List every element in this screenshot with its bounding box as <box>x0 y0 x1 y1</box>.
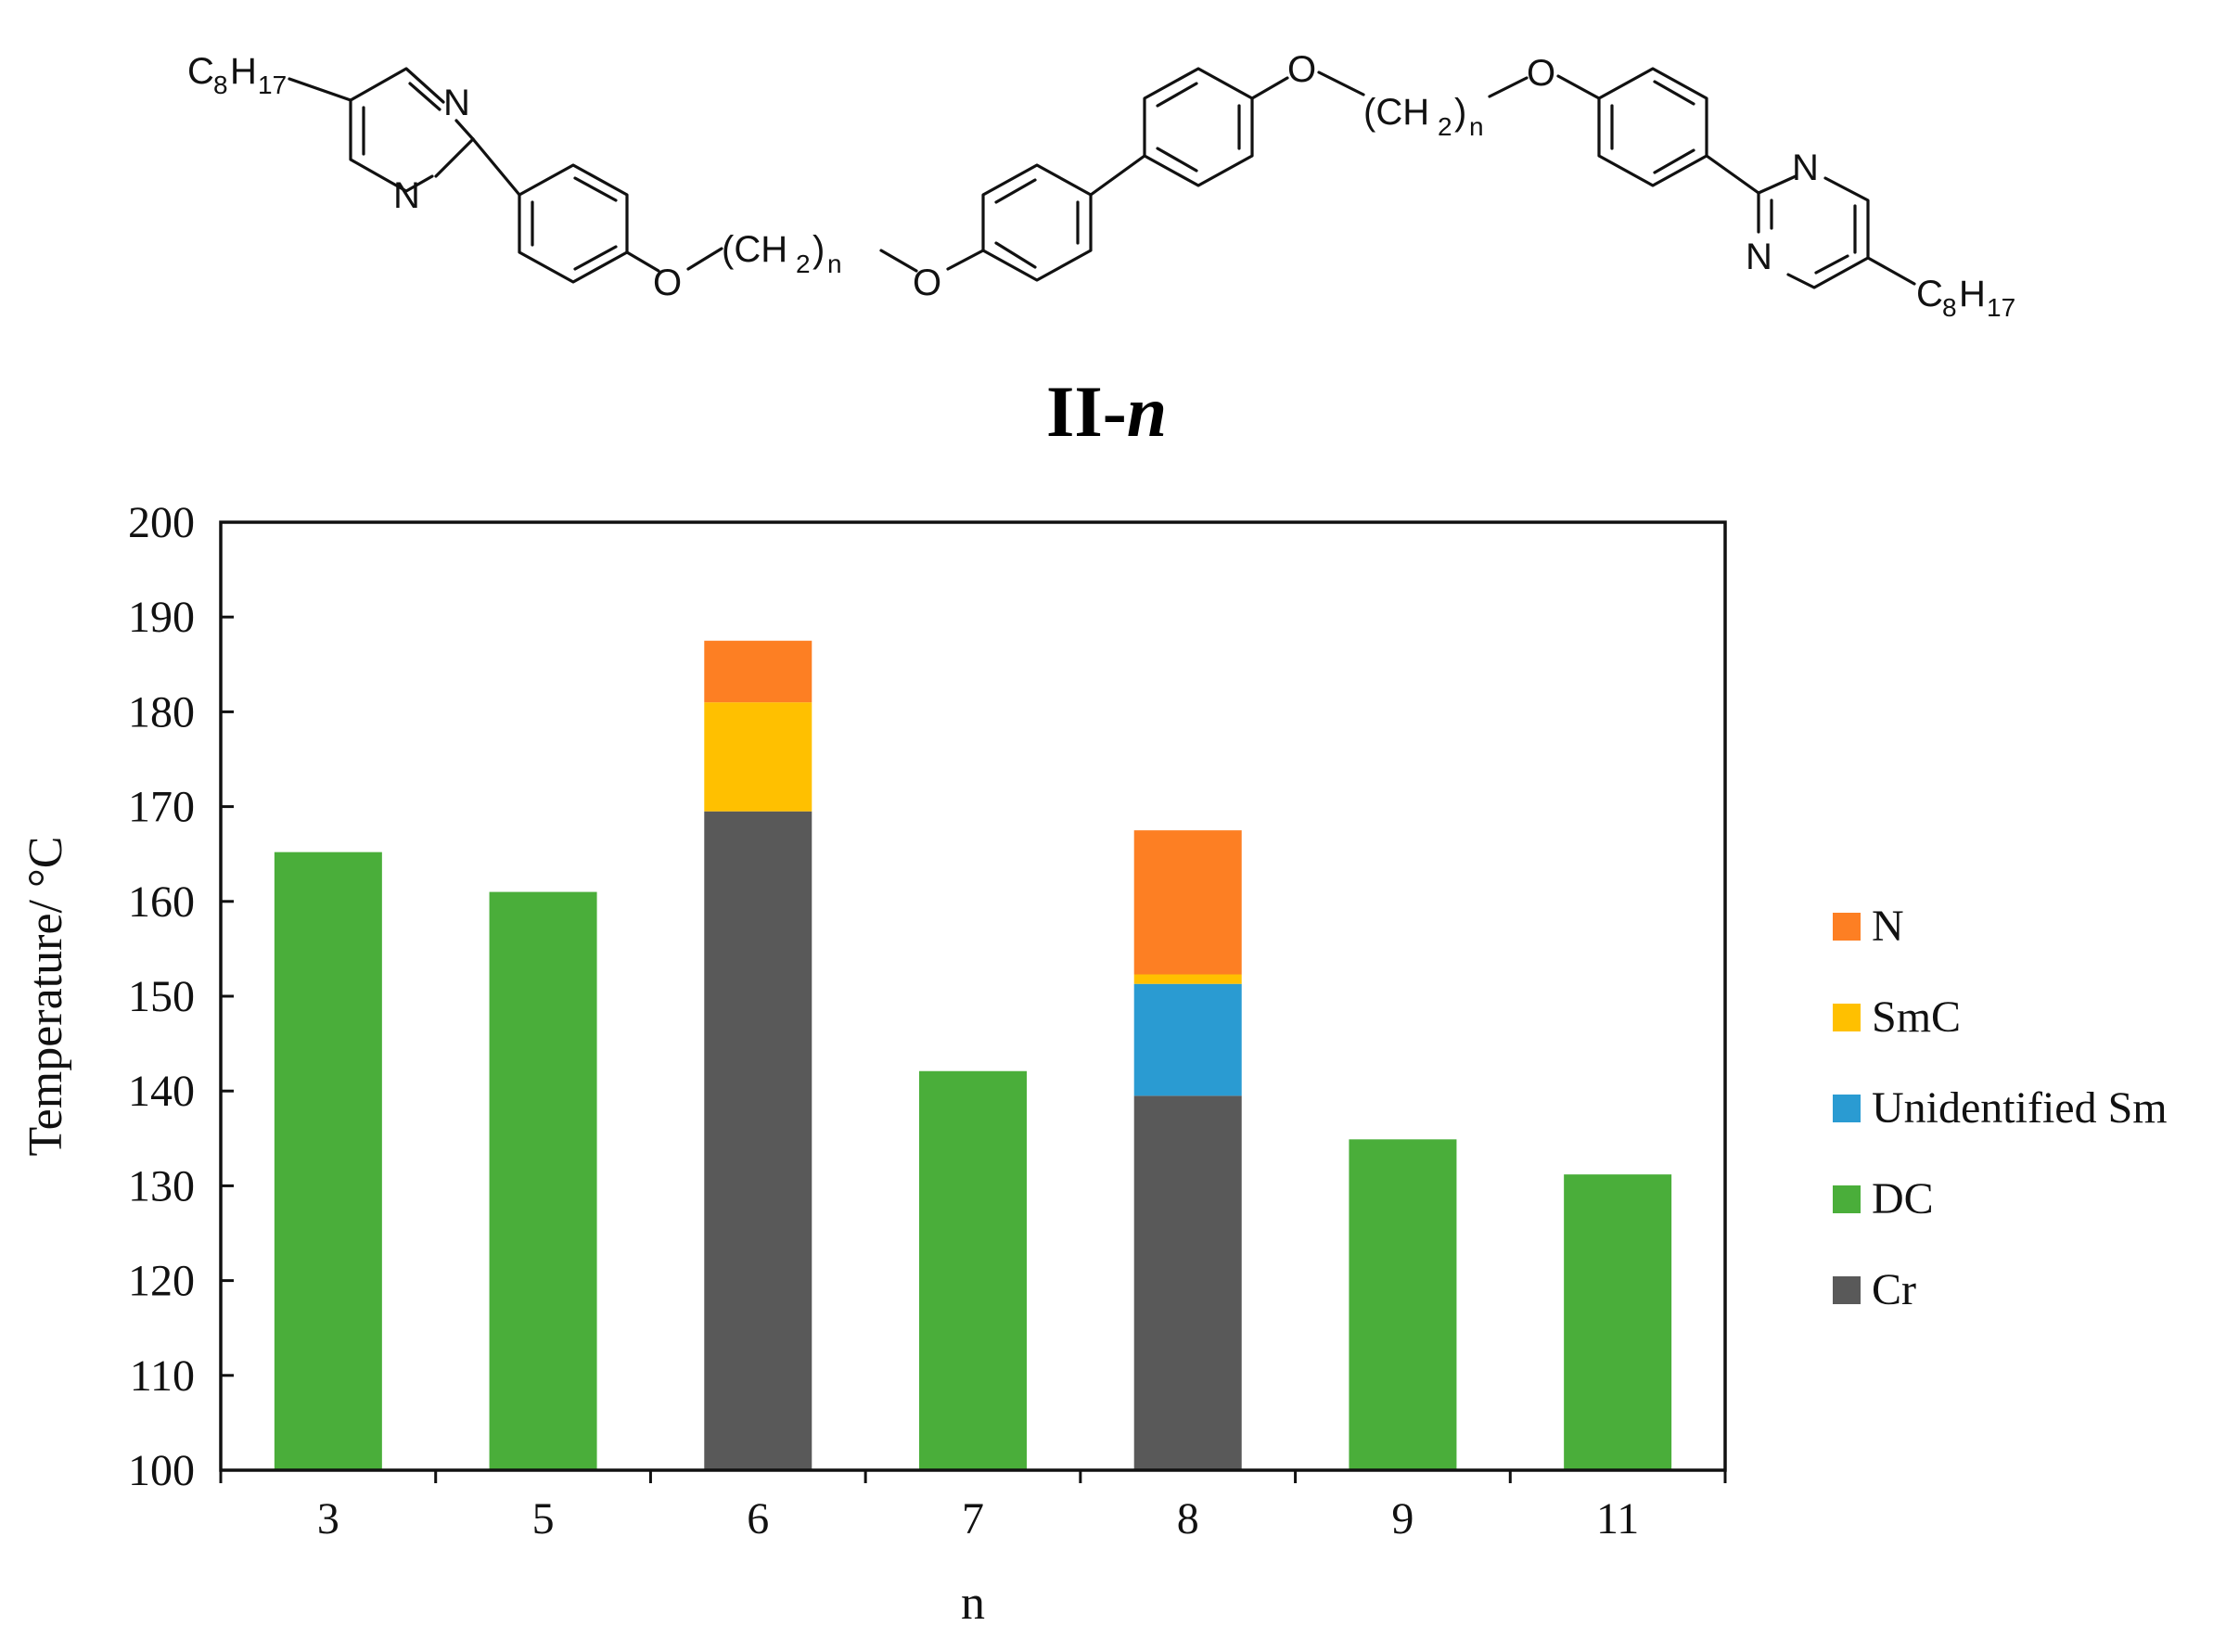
svg-text:n: n <box>827 250 842 278</box>
legend-swatch-n <box>1833 913 1861 941</box>
left-alkyl-c: C <box>187 51 214 92</box>
svg-text:8: 8 <box>1942 293 1957 322</box>
bar-dc-n3 <box>274 852 382 1470</box>
y-tick-label: 190 <box>128 593 195 642</box>
legend-swatch-cr <box>1833 1276 1861 1304</box>
bar-smc-n8 <box>1133 974 1242 984</box>
svg-text:17: 17 <box>258 70 287 99</box>
svg-text:17: 17 <box>1987 293 2015 322</box>
bar-dc-n5 <box>489 891 597 1470</box>
y-tick-label: 160 <box>128 877 195 927</box>
right-spacer-label: (CH 2 ) n <box>1363 92 1484 141</box>
y-tick-label: 170 <box>128 783 195 832</box>
bar-unidentified-sm-n8 <box>1133 983 1242 1096</box>
legend-swatch-dc <box>1833 1185 1861 1213</box>
x-tick-label: 11 <box>1596 1494 1639 1543</box>
bar-smc-n6 <box>704 702 812 812</box>
left-benzene-ring <box>518 163 629 284</box>
bar-cr-n6 <box>704 811 812 1470</box>
bar-cr-n8 <box>1133 1095 1242 1470</box>
svg-text:8: 8 <box>213 70 228 99</box>
y-tick-label: 140 <box>128 1067 195 1116</box>
y-tick-label: 120 <box>128 1257 195 1306</box>
left-ring-n-bottom: N <box>393 175 420 216</box>
left-ring-n-top: N <box>443 83 470 123</box>
legend-label-smc: SmC <box>1872 992 1961 1042</box>
legend-swatch-smc <box>1833 1004 1861 1031</box>
x-tick-label: 3 <box>317 1494 339 1543</box>
right-benzene-ring <box>1597 67 1708 187</box>
svg-text:C: C <box>1916 274 1943 314</box>
bars <box>274 640 1672 1470</box>
y-tick-label: 130 <box>128 1161 195 1210</box>
right-ring-n-bottom: N <box>1746 237 1772 277</box>
svg-text:H: H <box>230 51 257 92</box>
bar-dc-n11 <box>1564 1174 1672 1470</box>
right-alkyl-label: C 8 H 17 <box>1916 274 2015 322</box>
left-ether-o: O <box>653 263 682 303</box>
svg-text:2: 2 <box>1438 112 1452 141</box>
bar-n-n8 <box>1133 830 1242 975</box>
right-ether-o2: O <box>1527 53 1555 94</box>
x-tick-label: 5 <box>532 1494 555 1543</box>
svg-text:(CH: (CH <box>722 229 787 270</box>
y-tick-label: 200 <box>128 498 195 547</box>
chart: 100 110 120 130 140 150 160 170 180 190 200 3 5 6 7 8 9… <box>19 498 2168 1630</box>
y-axis-title: Temperature/ °C <box>19 837 72 1157</box>
x-tick-label: 8 <box>1177 1494 1199 1543</box>
svg-text:H: H <box>1959 274 1986 314</box>
y-tick-label: 110 <box>130 1351 195 1401</box>
left-alkyl-bond <box>288 77 352 102</box>
legend-label-n: N <box>1872 902 1904 951</box>
svg-text:n: n <box>1469 112 1484 141</box>
chemical-structure: C 8 H 17 N N O (CH 2 <box>187 49 2015 452</box>
svg-text:2: 2 <box>796 250 811 278</box>
legend: N SmC Unidentified Sm DC Cr <box>1833 902 2168 1314</box>
bar-dc-n7 <box>919 1070 1027 1470</box>
y-tick-label: 150 <box>128 972 195 1021</box>
right-pyrimidine-ring: N N <box>1746 147 1870 289</box>
x-tick-label: 6 <box>747 1494 769 1543</box>
legend-label-dc: DC <box>1872 1174 1934 1223</box>
x-axis: 3 5 6 7 8 9 11 <box>219 1470 1727 1543</box>
svg-text:): ) <box>1454 92 1466 133</box>
right-ether-o1: O <box>1287 49 1316 90</box>
y-axis: 100 110 120 130 140 150 160 170 180 190 200 <box>128 498 234 1495</box>
left-spacer-label: (CH 2 ) n <box>722 229 842 278</box>
svg-text:(CH: (CH <box>1363 92 1429 133</box>
left-pyrimidine-ring: N N <box>349 67 475 216</box>
bar-n-n6 <box>704 640 812 703</box>
right-ring-n-top: N <box>1792 147 1819 188</box>
biphenyl-ring-left <box>981 163 1093 282</box>
left-alkyl-label: C 8 H 17 <box>187 51 287 99</box>
svg-text:): ) <box>812 229 825 270</box>
x-tick-label: 7 <box>962 1494 984 1543</box>
legend-swatch-unidentified-sm <box>1833 1095 1861 1122</box>
x-tick-label: 9 <box>1391 1494 1414 1543</box>
x-axis-title: n <box>961 1577 985 1630</box>
y-tick-label: 180 <box>128 687 195 736</box>
biphenyl-ring-right <box>1143 67 1254 187</box>
legend-label-cr: Cr <box>1872 1265 1916 1314</box>
compound-label: II-n <box>1046 371 1167 452</box>
bar-dc-n9 <box>1349 1139 1457 1470</box>
legend-label-unidentified-sm: Unidentified Sm <box>1872 1083 2168 1133</box>
middle-ether-o: O <box>913 263 941 303</box>
y-tick-label: 100 <box>128 1446 195 1495</box>
